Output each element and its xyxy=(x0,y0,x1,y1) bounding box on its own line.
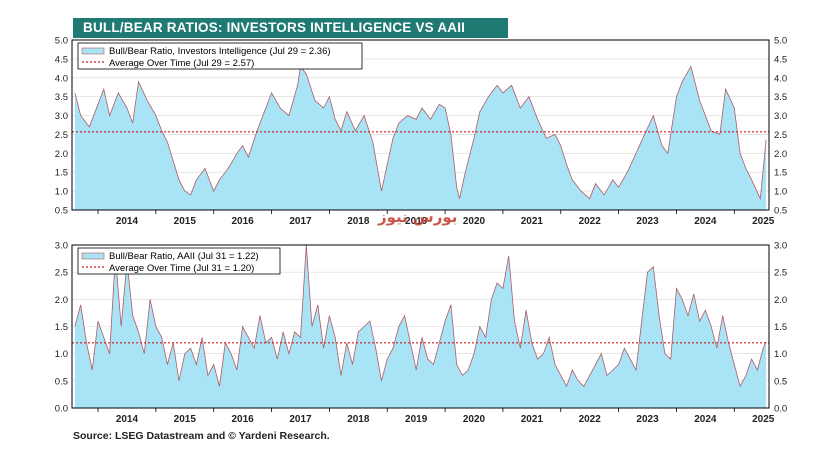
legend-entry: Bull/Bear Ratio, AAII (Jul 31 = 1.22) xyxy=(109,251,259,262)
y-tick-label-right: 5.0 xyxy=(774,36,787,47)
y-tick-label-left: 3.5 xyxy=(55,92,68,103)
legend-swatch-series xyxy=(81,47,105,55)
x-tick-label: 2025 xyxy=(752,414,775,425)
legend-entry: Average Over Time (Jul 29 = 2.57) xyxy=(109,58,254,69)
x-tick-label: 2022 xyxy=(579,216,602,227)
y-tick-label-right: 2.0 xyxy=(774,149,787,160)
y-tick-label-right: 2.5 xyxy=(774,130,787,141)
y-tick-label-left: 5.0 xyxy=(55,36,68,47)
x-tick-label: 2020 xyxy=(463,414,486,425)
legend: Bull/Bear Ratio, AAII (Jul 31 = 1.22)Ave… xyxy=(77,247,281,275)
y-tick-label-left: 2.0 xyxy=(55,149,68,160)
y-tick-label-right: 0.5 xyxy=(774,206,787,217)
source-note: Source: LSEG Datastream and © Yardeni Re… xyxy=(73,430,330,442)
y-tick-label-right: 2.0 xyxy=(774,295,787,306)
y-tick-label-right: 3.0 xyxy=(774,111,787,122)
y-tick-label-right: 1.0 xyxy=(774,349,787,360)
x-tick-label: 2023 xyxy=(636,414,659,425)
legend-entry: Average Over Time (Jul 31 = 1.20) xyxy=(109,263,254,274)
y-tick-label-left: 0.5 xyxy=(55,206,68,217)
y-tick-label-left: 4.5 xyxy=(55,54,68,65)
x-tick-label: 2025 xyxy=(752,216,775,227)
x-tick-label: 2016 xyxy=(232,414,255,425)
y-tick-label-right: 3.0 xyxy=(774,241,787,252)
y-tick-label-left: 0.5 xyxy=(55,376,68,387)
x-tick-label: 2019 xyxy=(405,216,428,227)
chart-panel-1: 0.5 0.5 1.0 1.0 1.5 1.5 2.0 2.0 2.5 2.5 3.0 3.0 3.5 3… xyxy=(55,36,787,228)
y-tick-label-right: 3.5 xyxy=(774,92,787,103)
series-line xyxy=(74,244,767,388)
y-tick-label-right: 4.5 xyxy=(774,54,787,65)
x-tick-label: 2017 xyxy=(289,216,312,227)
x-tick-label: 2015 xyxy=(174,216,197,227)
y-tick-label-right: 4.0 xyxy=(774,73,787,84)
x-tick-label: 2015 xyxy=(174,414,197,425)
watermark-text: بورس نیوز xyxy=(378,208,458,226)
y-tick-label-right: 1.0 xyxy=(774,187,787,198)
y-tick-label-right: 1.5 xyxy=(774,322,787,333)
x-tick-label: 2022 xyxy=(579,414,602,425)
x-tick-label: 2020 xyxy=(463,216,486,227)
x-tick-label: 2019 xyxy=(405,414,428,425)
y-tick-label-left: 1.5 xyxy=(55,322,68,333)
series-area xyxy=(74,245,767,408)
y-tick-label-right: 0.5 xyxy=(774,376,787,387)
y-tick-label-right: 2.5 xyxy=(774,268,787,279)
x-tick-label: 2018 xyxy=(347,216,370,227)
y-tick-label-left: 3.0 xyxy=(55,241,68,252)
plot-frame xyxy=(71,39,770,211)
chart-panel-2: 0.0 0.0 0.5 0.5 1.0 1.0 1.5 1.5 2.0 2.0 2.5 2.5 3.0 3… xyxy=(55,241,787,426)
y-tick-label-left: 2.5 xyxy=(55,268,68,279)
y-tick-label-right: 0.0 xyxy=(774,404,787,415)
legend-box xyxy=(77,42,363,70)
x-tick-label: 2018 xyxy=(347,414,370,425)
y-tick-label-left: 0.0 xyxy=(55,404,68,415)
y-tick-label-right: 1.5 xyxy=(774,168,787,179)
x-tick-label: 2014 xyxy=(116,216,139,227)
y-tick-label-left: 1.0 xyxy=(55,349,68,360)
series-line xyxy=(74,65,767,201)
y-tick-label-left: 3.0 xyxy=(55,111,68,122)
plot-frame xyxy=(71,244,770,409)
series-area xyxy=(74,66,767,211)
y-tick-label-left: 1.0 xyxy=(55,187,68,198)
x-tick-label: 2024 xyxy=(694,414,717,425)
x-tick-label: 2023 xyxy=(636,216,659,227)
legend-swatch-series xyxy=(81,252,105,260)
x-tick-label: 2017 xyxy=(289,414,312,425)
x-tick-label: 2014 xyxy=(116,414,139,425)
y-tick-label-left: 2.5 xyxy=(55,130,68,141)
y-tick-label-left: 2.0 xyxy=(55,295,68,306)
legend: Bull/Bear Ratio, Investors Intelligence … xyxy=(77,42,363,70)
x-tick-label: 2021 xyxy=(521,414,544,425)
legend-box xyxy=(77,247,281,275)
y-tick-label-left: 1.5 xyxy=(55,168,68,179)
x-tick-label: 2016 xyxy=(232,216,255,227)
x-tick-label: 2024 xyxy=(694,216,717,227)
y-tick-label-left: 4.0 xyxy=(55,73,68,84)
x-tick-label: 2021 xyxy=(521,216,544,227)
legend-entry: Bull/Bear Ratio, Investors Intelligence … xyxy=(109,46,331,57)
